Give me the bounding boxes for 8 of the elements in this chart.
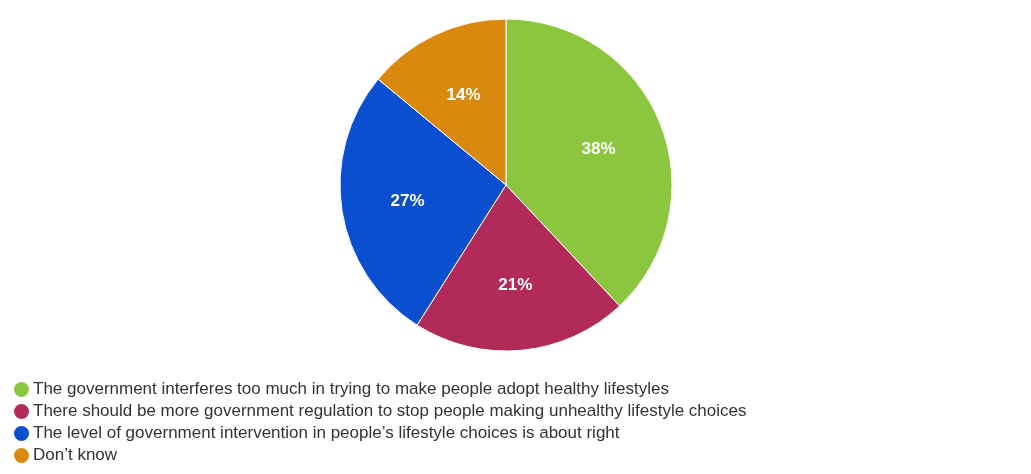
legend-label: There should be more government regulation to stop people making unhealthy lifestyle choices [33,401,747,420]
legend-label: Don’t know [33,445,118,464]
data-label: 14% [446,85,481,105]
legend-label: The government interferes too much in trying to make people adopt healthy lifestyles [33,379,669,398]
data-label: 38% [581,138,616,158]
legend-label: The level of government intervention in people’s lifestyle choices is about right [33,423,620,442]
data-label: 21% [498,274,533,294]
data-label: 27% [390,191,425,211]
